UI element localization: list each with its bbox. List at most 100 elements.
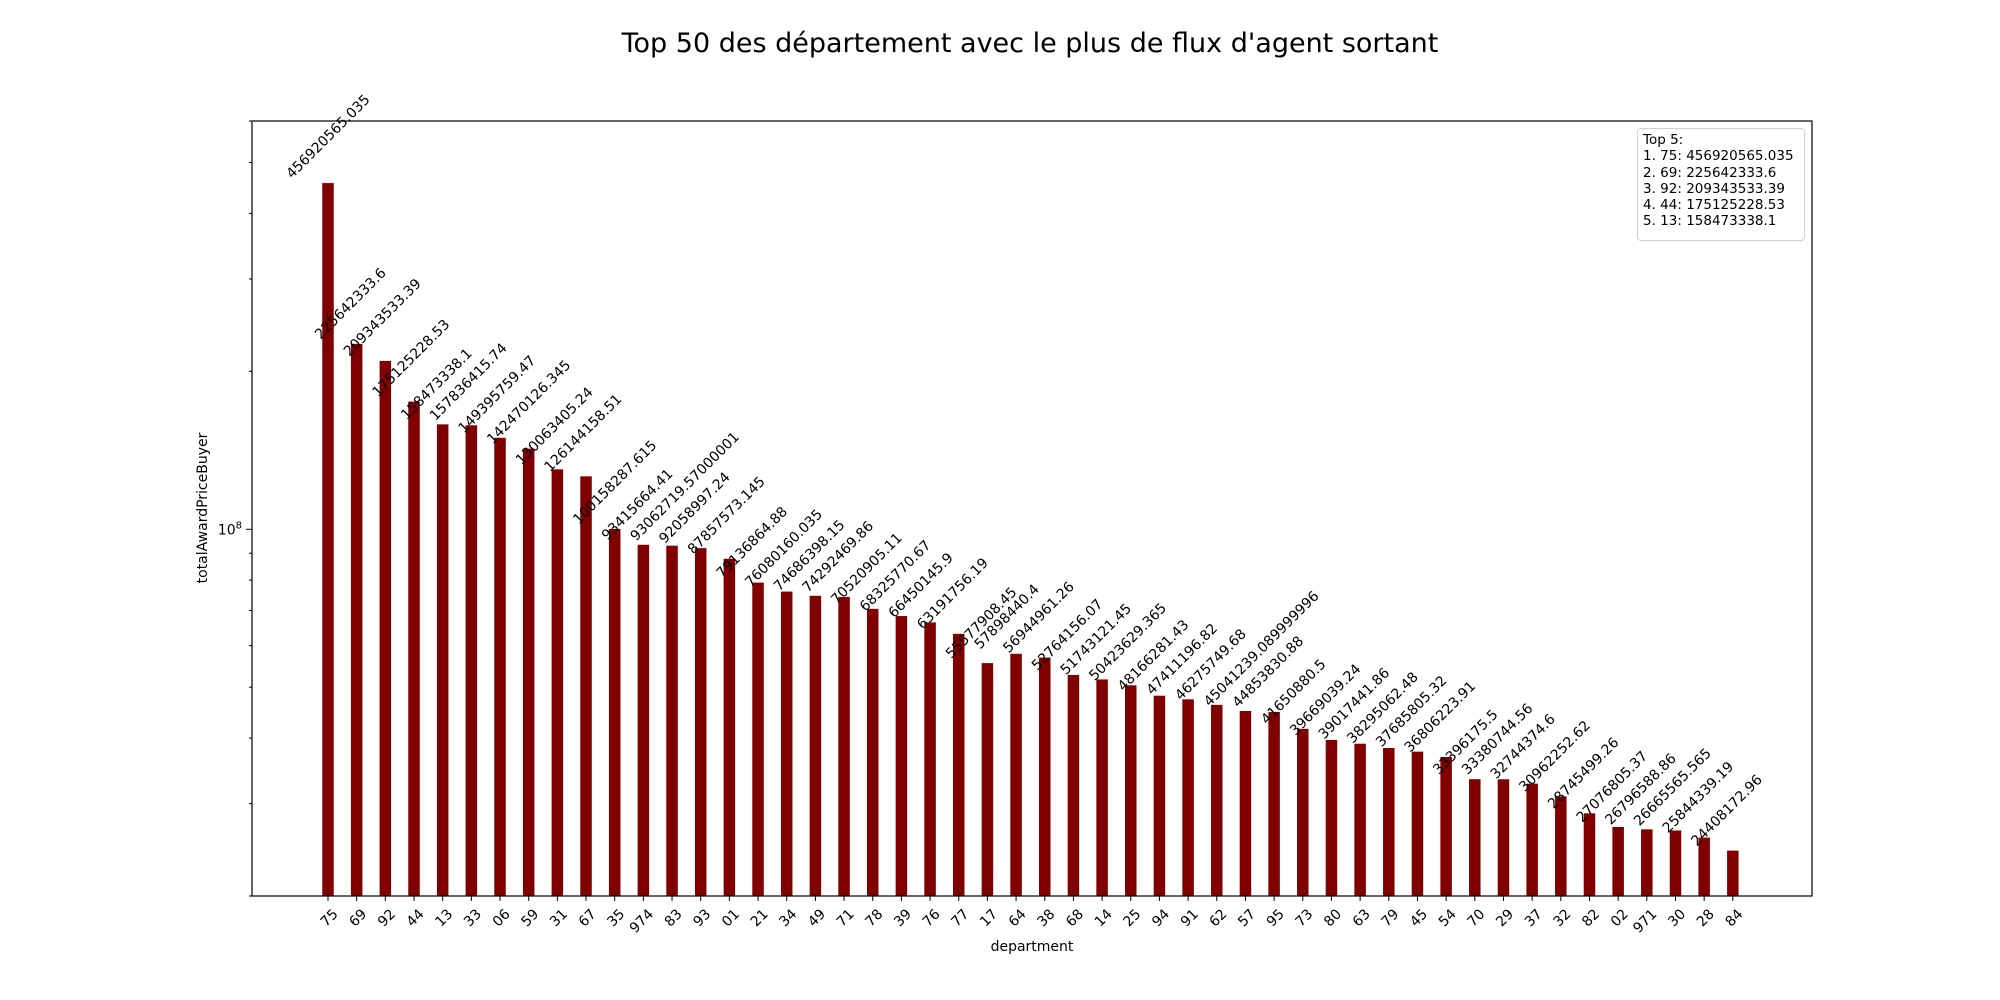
x-tick-label: 13: [432, 906, 456, 930]
x-tick-label: 70: [1464, 906, 1488, 930]
bar-71: [838, 596, 850, 896]
x-tick-label: 37: [1522, 906, 1546, 930]
x-tick-label: 94: [1149, 906, 1173, 930]
bar-37: [1526, 783, 1538, 896]
x-tick-label: 45: [1407, 906, 1431, 930]
bar-30: [1669, 830, 1682, 896]
x-tick-label: 35: [604, 906, 628, 930]
bar-45: [1411, 751, 1424, 896]
x-tick-label: 59: [518, 906, 542, 930]
legend-title: Top 5:: [1643, 132, 1684, 148]
x-tick-label: 82: [1579, 906, 1603, 930]
bar-57: [1239, 711, 1252, 896]
bar-84: [1727, 850, 1739, 896]
bar-75: [322, 183, 334, 896]
bar-39: [895, 616, 908, 896]
x-tick-label: 28: [1694, 906, 1718, 930]
x-tick-label: 44: [404, 906, 428, 930]
bar-82: [1583, 813, 1596, 896]
bar-44: [408, 401, 420, 896]
x-tick-label: 21: [748, 906, 772, 930]
x-tick-label: 01: [719, 906, 743, 930]
bar-25: [1125, 685, 1137, 896]
bar-38: [1039, 657, 1051, 896]
bar-31: [551, 469, 564, 896]
x-tick-label: 64: [1006, 906, 1030, 930]
bar-64: [1010, 653, 1022, 896]
bar-70: [1469, 779, 1481, 896]
bar-35: [608, 528, 621, 896]
bar-67: [580, 476, 592, 896]
x-tick-label: 80: [1321, 906, 1345, 930]
bar-32: [1555, 796, 1567, 896]
bar-value-label: 456920565.035: [284, 92, 374, 182]
x-tick-label: 68: [1063, 906, 1087, 930]
bar-54: [1440, 757, 1452, 896]
x-tick-label: 33: [461, 906, 485, 930]
bar-17: [981, 663, 994, 896]
x-tick-label: 31: [547, 906, 571, 930]
y-tick-label: 108: [218, 520, 242, 538]
x-tick-label: 77: [948, 906, 972, 930]
y-axis-label: totalAwardPriceBuyer: [195, 432, 211, 583]
x-tick-label: 71: [834, 906, 858, 930]
bar-62: [1211, 704, 1223, 896]
x-tick-label: 49: [805, 906, 829, 930]
x-tick-label: 79: [1378, 906, 1402, 930]
x-tick-label: 67: [576, 906, 600, 930]
bar-73: [1297, 728, 1309, 896]
x-tick-label: 39: [891, 906, 915, 930]
bar-76: [924, 622, 936, 896]
x-tick-label: 971: [1630, 906, 1660, 936]
bar-01: [723, 558, 736, 896]
x-tick-label: 63: [1350, 906, 1374, 930]
bar-labels-group: 456920565.035225642333.6209343533.391751…: [284, 92, 1766, 850]
bar-13: [436, 424, 449, 896]
legend: Top 5: 1. 75: 456920565.035 2. 69: 22564…: [1637, 128, 1805, 241]
x-tick-label: 34: [776, 906, 800, 930]
bar-94: [1153, 695, 1166, 896]
bar-28: [1698, 837, 1710, 896]
x-tick-label: 32: [1551, 906, 1575, 930]
x-tick-label: 30: [1665, 906, 1689, 930]
bar-59: [522, 448, 535, 896]
legend-entry: 2. 69: 225642333.6: [1643, 164, 1777, 181]
bar-68: [1067, 674, 1080, 896]
x-tick-label: 84: [1723, 906, 1747, 930]
x-axis-label: department: [991, 939, 1074, 955]
x-tick-label: 76: [920, 906, 944, 930]
plot-frame: [251, 120, 1813, 897]
x-tick-label: 06: [490, 906, 514, 930]
x-tick-label: 29: [1493, 906, 1517, 930]
x-tick-label: 02: [1608, 906, 1632, 930]
x-tick-label: 69: [346, 906, 370, 930]
x-tick-label: 78: [862, 906, 886, 930]
bar-69: [350, 343, 363, 896]
x-tick-label: 974: [627, 906, 657, 936]
chart-title: Top 50 des département avec le plus de f…: [621, 28, 1439, 59]
bar-49: [809, 595, 822, 896]
bars-group: [322, 183, 1739, 896]
x-tick-label: 17: [977, 906, 1001, 930]
x-tick-label: 83: [662, 906, 686, 930]
x-tick-label: 57: [1235, 906, 1259, 930]
x-tick-label: 38: [1034, 906, 1058, 930]
bar-92: [379, 360, 392, 896]
bar-06: [494, 437, 506, 896]
bar-21: [752, 582, 764, 896]
legend-entry: 1. 75: 456920565.035: [1643, 148, 1794, 165]
x-tick-label: 93: [690, 906, 714, 930]
bar-83: [666, 545, 678, 896]
x-tick-label: 54: [1436, 906, 1460, 930]
x-tick-label: 25: [1120, 906, 1144, 930]
bar-78: [866, 608, 879, 896]
bar-33: [465, 425, 478, 896]
bar-95: [1268, 711, 1280, 896]
y-axis: 108: [218, 120, 252, 897]
legend-entry: 4. 44: 175125228.53: [1643, 197, 1785, 214]
bar-974: [637, 544, 650, 896]
bar-971: [1641, 829, 1653, 896]
bar-02: [1612, 826, 1624, 896]
